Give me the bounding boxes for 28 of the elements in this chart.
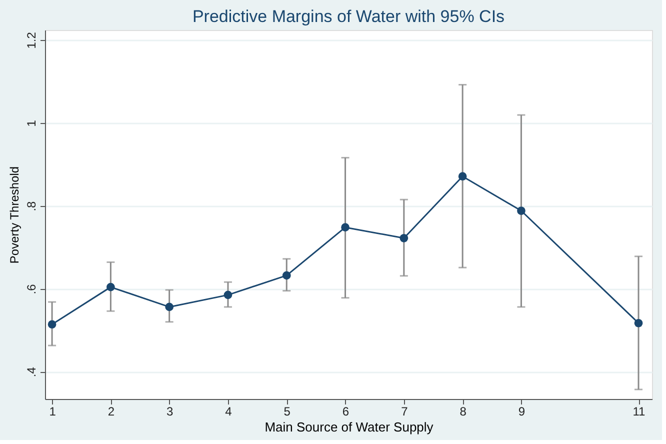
x-tick-label: 3 xyxy=(166,404,174,418)
point xyxy=(48,320,56,329)
x-tick-label: 4 xyxy=(225,404,232,418)
point xyxy=(634,318,643,328)
chart-title: Predictive Margins of Water with 95% CIs xyxy=(192,7,505,26)
x-tick-label: 7 xyxy=(401,404,408,418)
x-tick-label: 5 xyxy=(284,404,291,418)
y-tick-label: .4 xyxy=(24,366,38,378)
y-tick-label: .8 xyxy=(24,200,38,212)
point xyxy=(517,206,526,215)
y-tick-label: 1 xyxy=(24,120,38,127)
point xyxy=(224,290,232,300)
x-tick-label: 6 xyxy=(342,404,350,418)
x-axis-title: Main Source of Water Supply xyxy=(264,420,434,434)
y-tick-label: 1.2 xyxy=(24,32,38,49)
point xyxy=(106,282,115,292)
point xyxy=(458,172,467,181)
y-axis-title: Poverty Threshold xyxy=(8,166,22,264)
point xyxy=(341,223,350,232)
point xyxy=(165,302,174,312)
x-tick-label: 11 xyxy=(632,404,646,418)
y-tick-label: .6 xyxy=(24,284,38,294)
point xyxy=(400,234,408,242)
x-tick-label: 9 xyxy=(518,404,526,418)
x-tick-label: 2 xyxy=(108,404,115,418)
x-tick-label: 1 xyxy=(49,404,56,418)
point xyxy=(282,271,291,280)
x-tick-label: 8 xyxy=(460,404,467,418)
